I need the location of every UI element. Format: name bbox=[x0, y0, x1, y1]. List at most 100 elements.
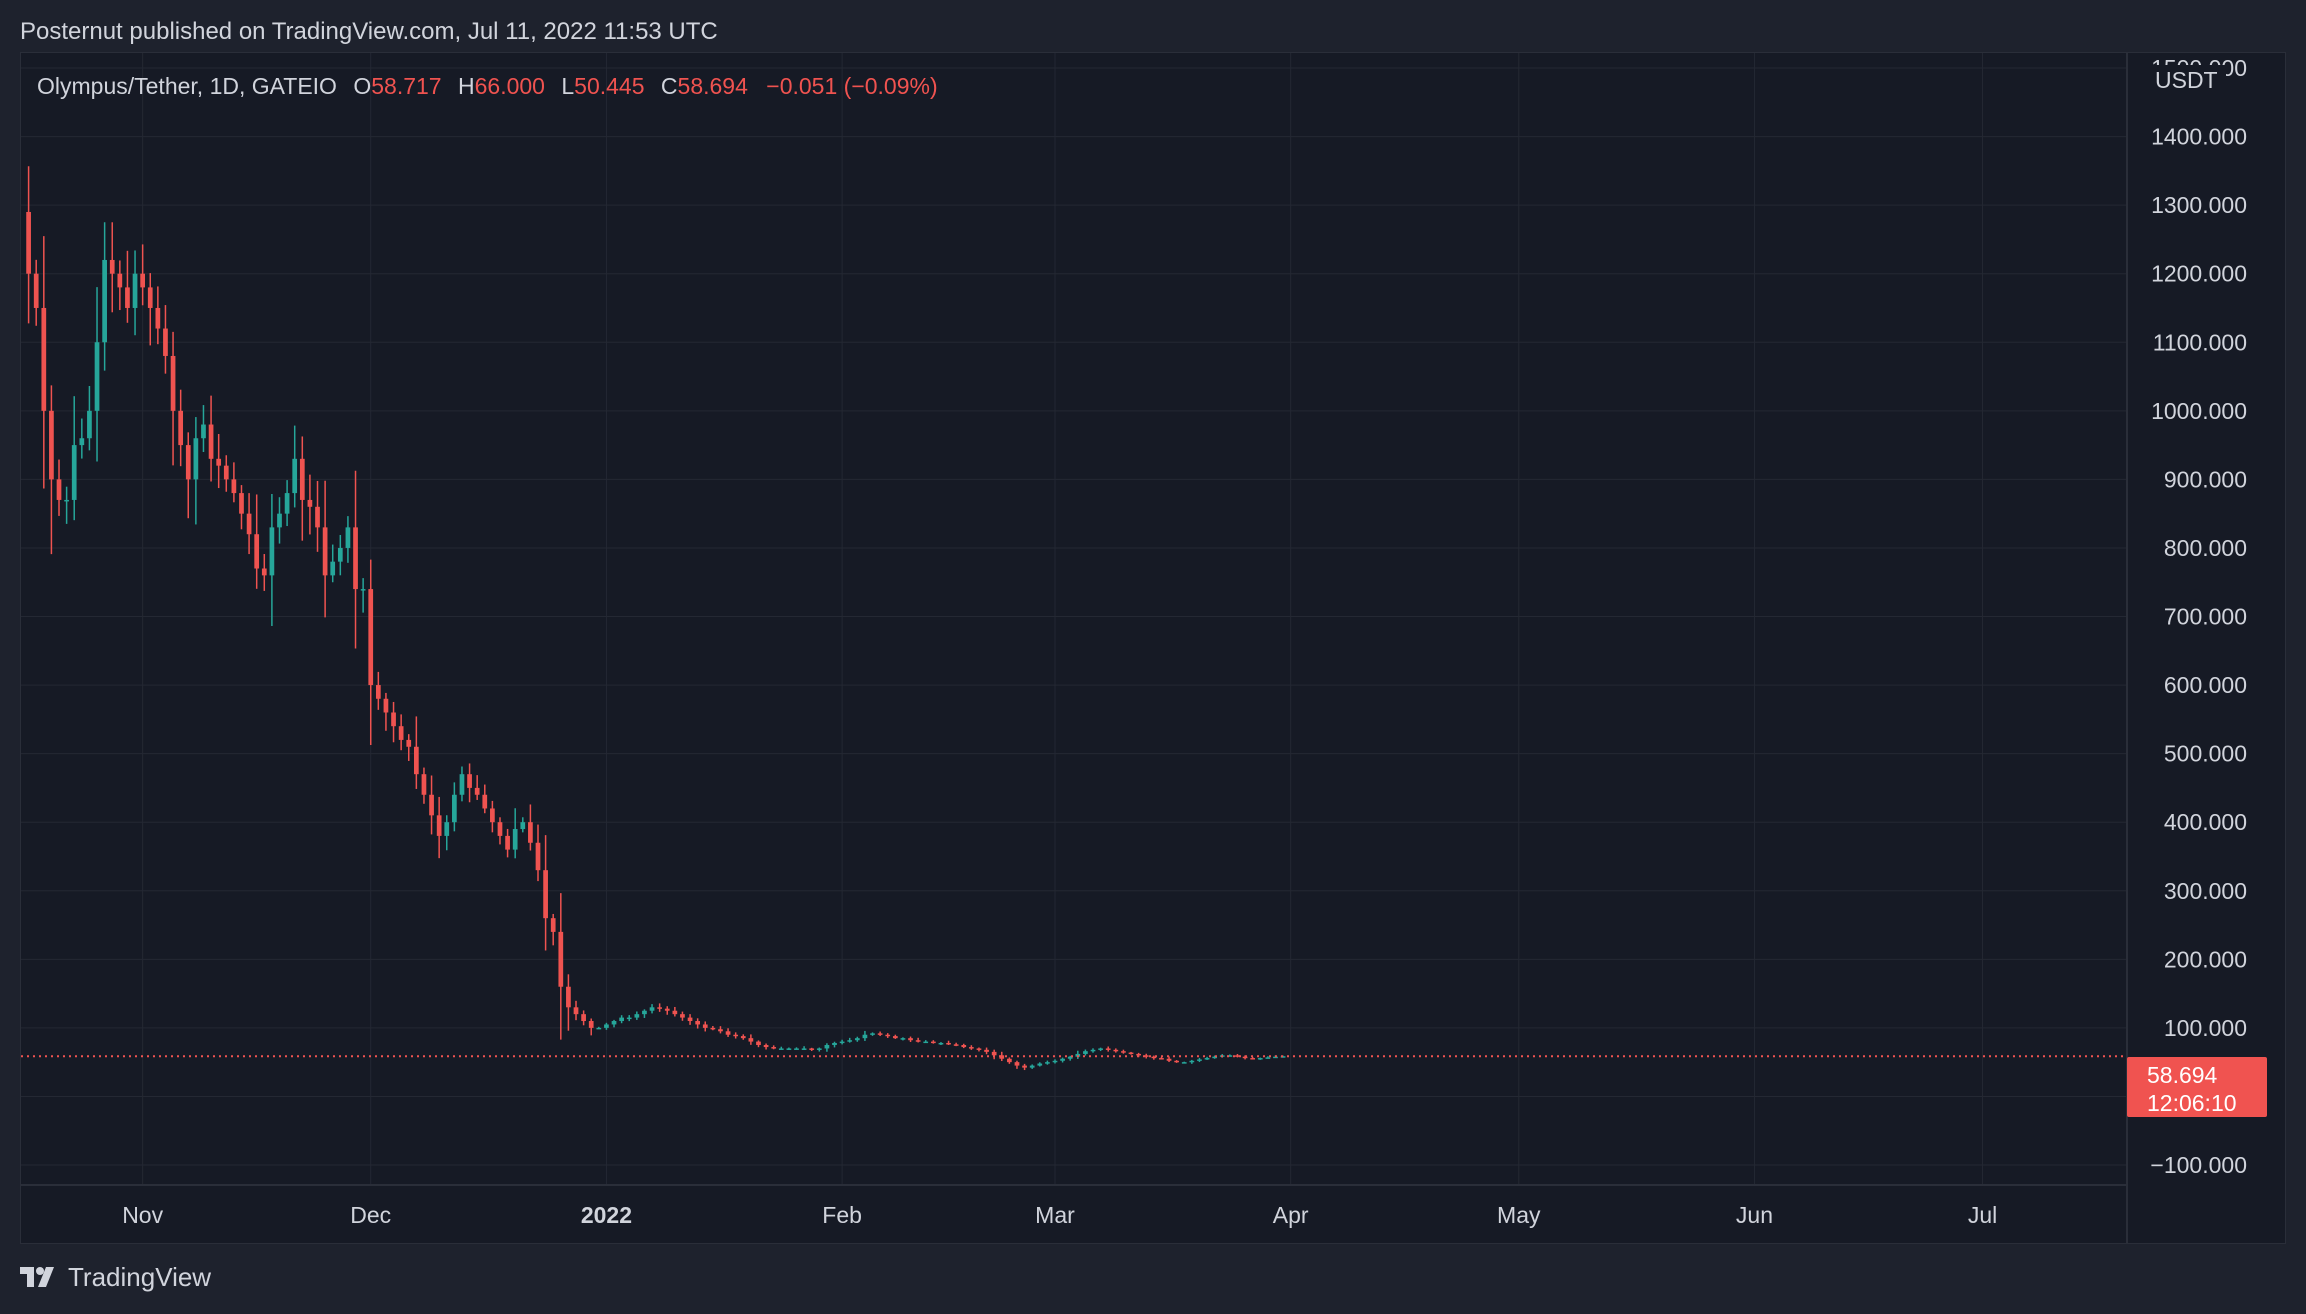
candle-body bbox=[1045, 1062, 1050, 1064]
candle-body bbox=[1121, 1051, 1126, 1053]
candle-body bbox=[1037, 1063, 1043, 1066]
candle-body bbox=[201, 424, 206, 439]
price-axis-ticks: 1500.0001400.0001300.0001200.0001100.000… bbox=[2150, 55, 2247, 1178]
candle-body bbox=[938, 1042, 944, 1045]
candle-body bbox=[398, 726, 404, 740]
candlestick-chart[interactable]: 1500.0001400.0001300.0001200.0001100.000… bbox=[21, 53, 2286, 1244]
candle-body bbox=[1159, 1058, 1164, 1060]
candle-body bbox=[322, 527, 328, 576]
candle-body bbox=[406, 739, 412, 747]
candles bbox=[26, 166, 1286, 1071]
candle-body bbox=[64, 499, 69, 502]
y-tick-label: 700.000 bbox=[2164, 604, 2247, 630]
candle-body bbox=[588, 1021, 594, 1028]
x-tick-label: May bbox=[1497, 1202, 1541, 1228]
candle-body bbox=[1128, 1052, 1134, 1055]
candle-body bbox=[1265, 1057, 1271, 1059]
change-value: −0.051 (−0.09%) bbox=[766, 73, 938, 99]
candle-body bbox=[474, 787, 480, 795]
y-tick-label: 600.000 bbox=[2164, 672, 2247, 698]
candle-body bbox=[1067, 1056, 1073, 1059]
candle-body bbox=[102, 259, 107, 343]
brand-name: TradingView bbox=[68, 1262, 212, 1292]
brand[interactable]: TradingView bbox=[20, 1262, 211, 1293]
candle-body bbox=[1204, 1058, 1210, 1060]
candle-body bbox=[604, 1024, 609, 1028]
candle-body bbox=[756, 1041, 761, 1046]
x-tick-label: Feb bbox=[822, 1202, 862, 1228]
last-price-tag: 58.694 12:06:10 bbox=[2127, 1057, 2267, 1117]
tradingview-logo-icon bbox=[20, 1266, 54, 1287]
candle-body bbox=[223, 465, 229, 480]
candle-body bbox=[1212, 1056, 1218, 1059]
candle-body bbox=[847, 1040, 853, 1042]
candle-body bbox=[801, 1048, 807, 1050]
candle-body bbox=[1273, 1056, 1278, 1059]
candle-body bbox=[360, 589, 366, 591]
candle-body bbox=[991, 1051, 997, 1056]
candle-body bbox=[969, 1047, 974, 1049]
candle-body bbox=[611, 1021, 617, 1025]
low-value: 50.445 bbox=[574, 73, 645, 99]
y-tick-label: −100.000 bbox=[2150, 1152, 2247, 1178]
candle-body bbox=[231, 479, 237, 494]
candle-body bbox=[672, 1010, 678, 1015]
candle-body bbox=[763, 1045, 769, 1048]
candle-body bbox=[163, 328, 168, 356]
candle-body bbox=[1113, 1049, 1119, 1052]
candle-body bbox=[535, 842, 541, 871]
y-tick-label: 300.000 bbox=[2164, 878, 2247, 904]
candle-body bbox=[1151, 1056, 1157, 1059]
candle-body bbox=[413, 746, 419, 775]
y-tick-label: 1300.000 bbox=[2151, 192, 2247, 218]
candle-body bbox=[1014, 1062, 1020, 1066]
y-tick-label: 500.000 bbox=[2164, 741, 2247, 767]
candle-body bbox=[953, 1044, 959, 1046]
y-tick-label: 1100.000 bbox=[2153, 329, 2247, 355]
candle-body bbox=[1083, 1051, 1088, 1054]
candle-body bbox=[543, 870, 548, 919]
y-tick-label: 200.000 bbox=[2164, 946, 2247, 972]
candle-body bbox=[109, 259, 115, 274]
candle-body bbox=[1060, 1058, 1065, 1061]
close-label: C bbox=[660, 73, 678, 99]
candle-body bbox=[284, 493, 290, 514]
publish-header: Posternut published on TradingView.com, … bbox=[20, 18, 718, 45]
grid-lines bbox=[21, 53, 2127, 1185]
candle-body bbox=[854, 1038, 860, 1041]
candle-body bbox=[193, 438, 199, 480]
high-value: 66.000 bbox=[474, 73, 545, 99]
candle-body bbox=[330, 561, 336, 576]
candle-body bbox=[816, 1048, 822, 1050]
candle-body bbox=[375, 685, 381, 699]
candle-body bbox=[170, 355, 176, 411]
y-tick-label: 100.000 bbox=[2164, 1015, 2247, 1041]
chart-frame[interactable]: 1500.0001400.0001300.0001200.0001100.000… bbox=[20, 52, 2286, 1244]
candle-body bbox=[315, 506, 320, 528]
candle-body bbox=[649, 1007, 655, 1011]
candle-body bbox=[824, 1045, 830, 1049]
candle-body bbox=[383, 698, 389, 713]
candle-body bbox=[558, 931, 564, 987]
candle-body bbox=[490, 808, 495, 823]
candle-body bbox=[87, 410, 92, 439]
candle-body bbox=[915, 1040, 921, 1042]
candle-body bbox=[984, 1049, 989, 1052]
candle-body bbox=[41, 307, 47, 411]
candle-body bbox=[1007, 1058, 1012, 1063]
candle-body bbox=[832, 1042, 837, 1046]
x-tick-label: 2022 bbox=[581, 1202, 632, 1228]
high-label: H bbox=[457, 73, 475, 99]
candle-body bbox=[1136, 1053, 1141, 1056]
candle-body bbox=[421, 774, 427, 795]
candle-body bbox=[33, 273, 39, 308]
x-tick-label: Jul bbox=[1968, 1202, 1997, 1228]
candle-body bbox=[778, 1048, 784, 1050]
candle-body bbox=[725, 1031, 731, 1035]
bar-countdown: 12:06:10 bbox=[2147, 1090, 2237, 1116]
candle-body bbox=[771, 1047, 777, 1049]
low-label: L bbox=[561, 73, 575, 99]
y-tick-label: 1200.000 bbox=[2151, 261, 2247, 287]
candle-body bbox=[117, 273, 123, 288]
candle-body bbox=[1166, 1058, 1172, 1061]
